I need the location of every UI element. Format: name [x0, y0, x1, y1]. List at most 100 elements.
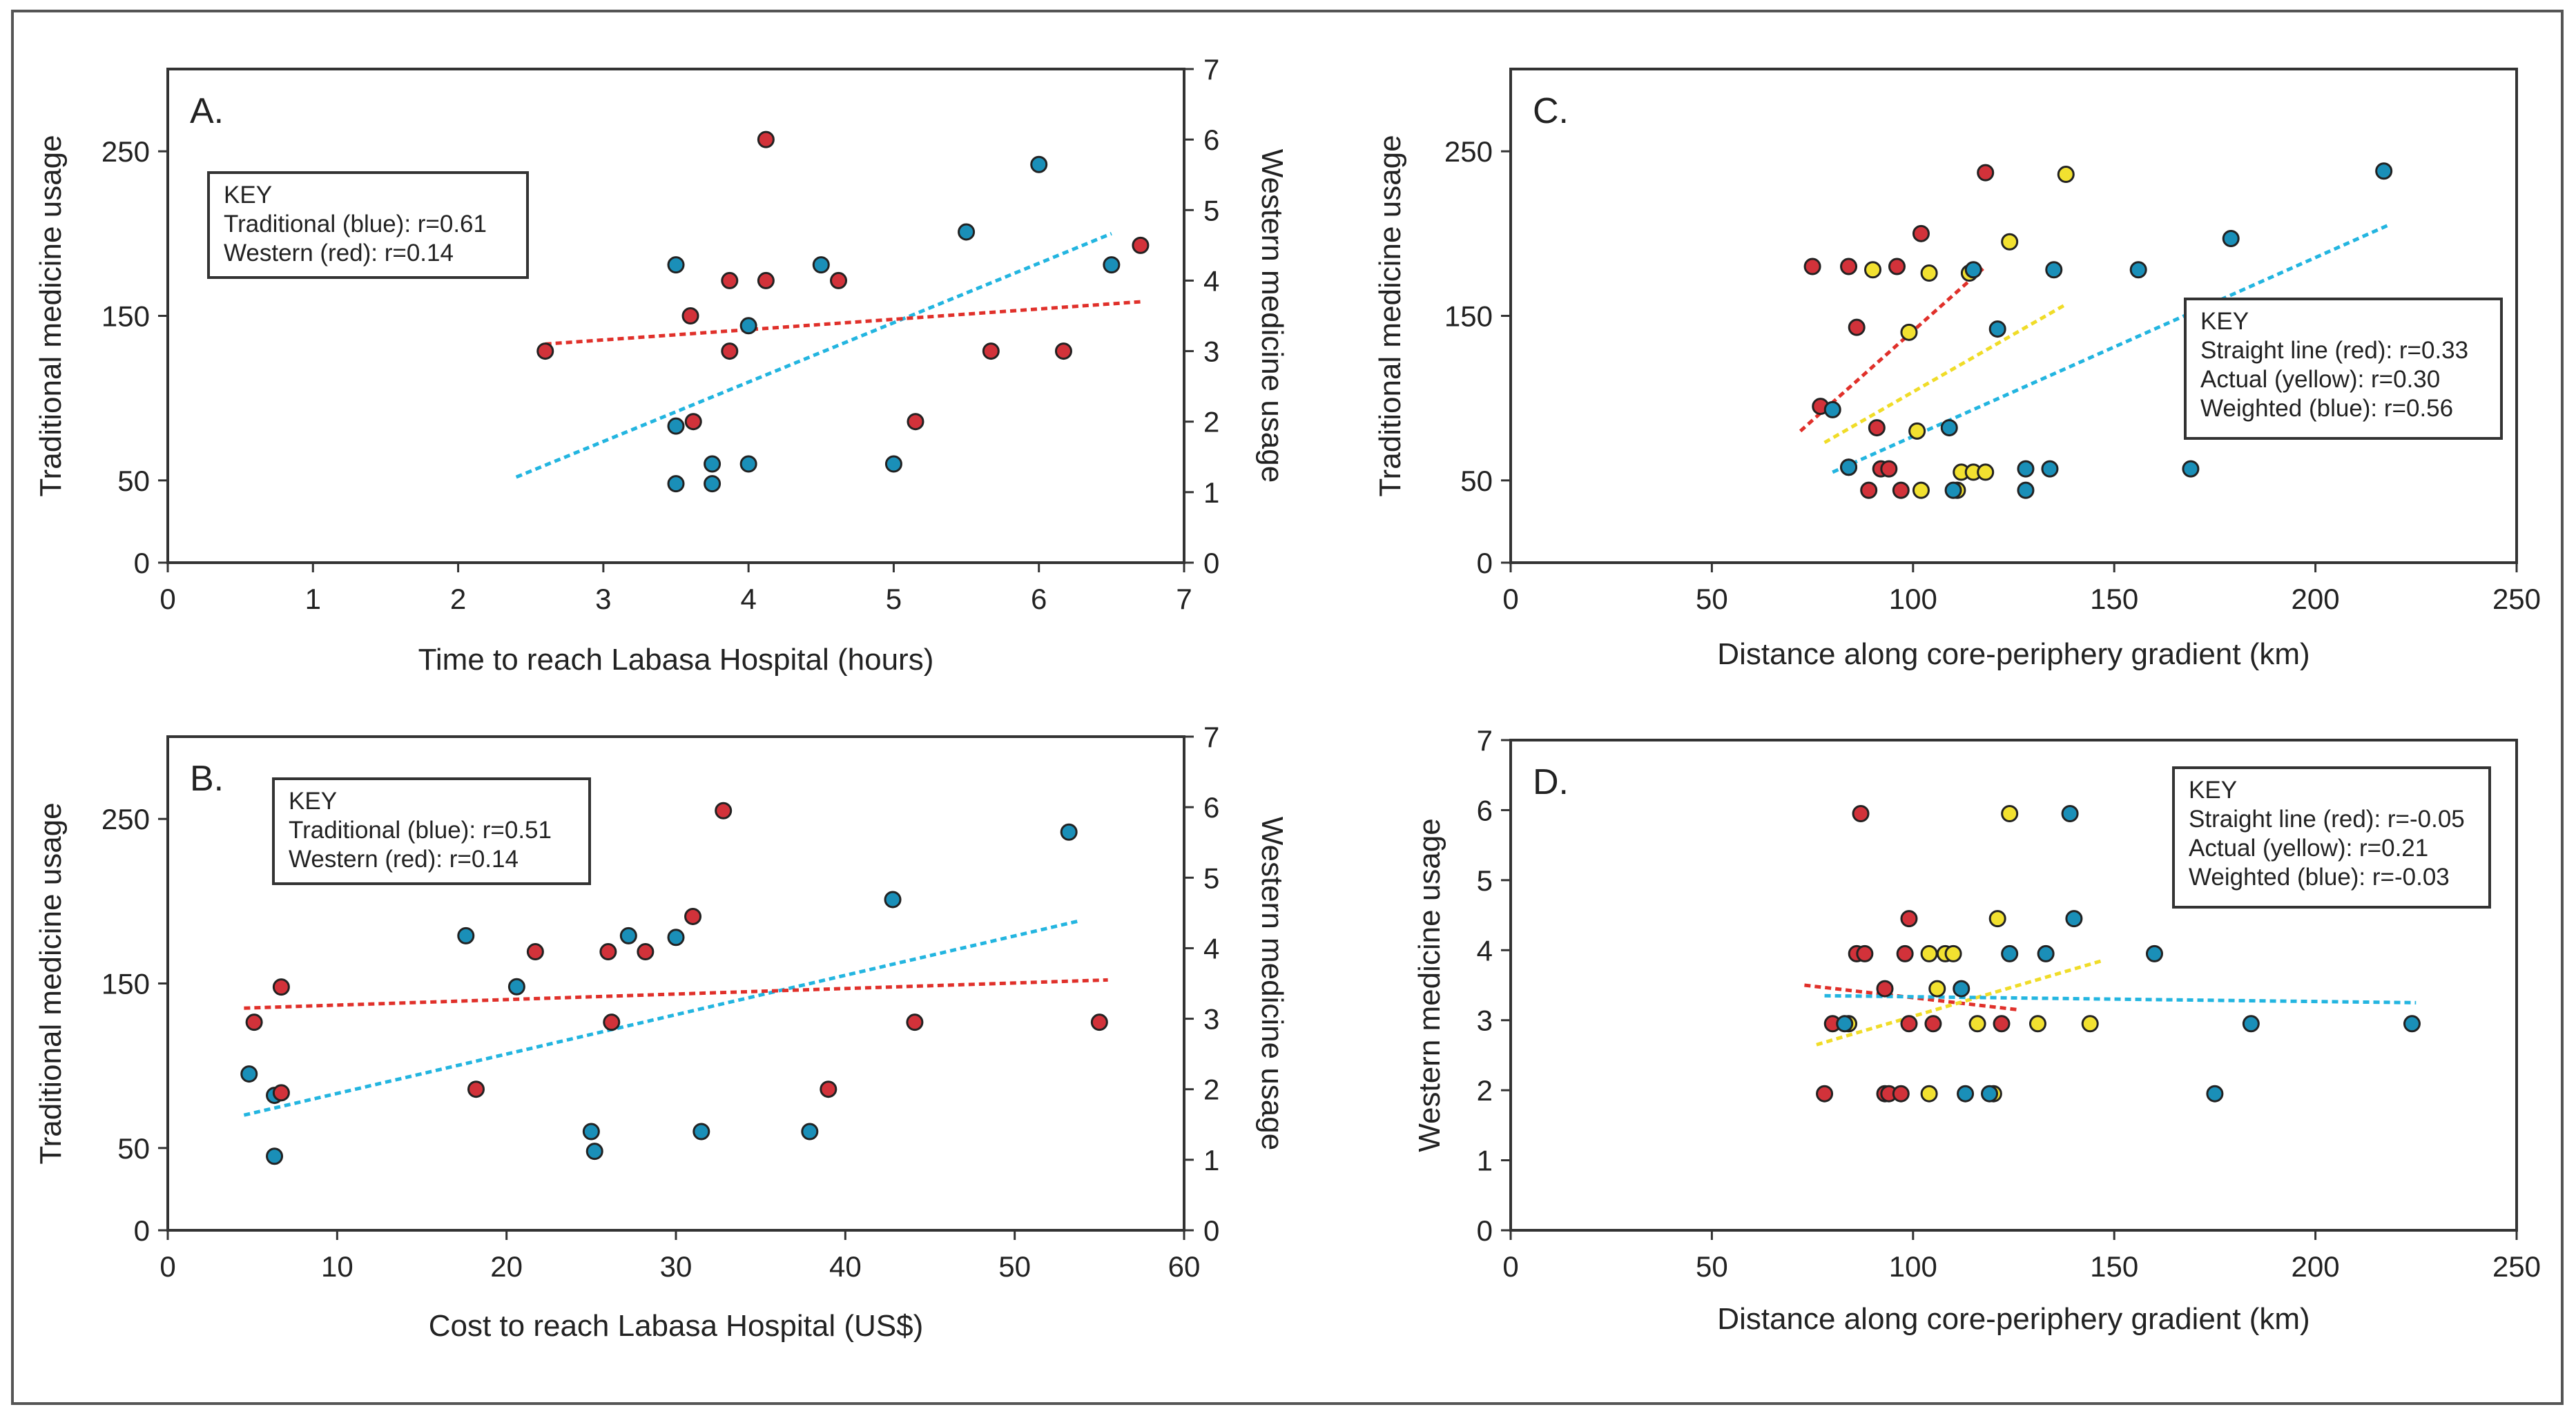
y-tick-label: 50: [1460, 465, 1493, 497]
data-point-red: [1132, 236, 1150, 254]
data-point-red: [1896, 944, 1914, 962]
data-point-yellow: [2081, 1015, 2099, 1033]
legend-entry: Western (red): r=0.14: [224, 240, 454, 266]
data-point-red: [820, 1080, 837, 1098]
legend-entry: Traditional (blue): r=0.61: [224, 211, 487, 237]
y-tick-label: 150: [101, 300, 150, 333]
data-point-red: [757, 130, 775, 148]
y2-tick-label: 5: [1203, 862, 1219, 894]
legend-title: KEY: [224, 182, 272, 208]
data-point-red: [1856, 944, 1874, 962]
panel-label: B.: [190, 759, 224, 799]
trend-line-blue: [1832, 224, 2389, 474]
legend-entry: Actual (yellow): r=0.21: [2189, 835, 2428, 862]
data-point-blue: [2145, 944, 2163, 962]
data-point-blue: [2222, 229, 2240, 247]
data-point-blue: [1823, 400, 1841, 418]
y-tick-label: 50: [117, 465, 150, 497]
data-point-blue: [2017, 481, 2035, 499]
data-point-blue: [704, 455, 722, 473]
y-tick-label: 0: [134, 1214, 150, 1247]
x-tick-label: 3: [595, 583, 611, 615]
data-point-yellow: [1920, 264, 1938, 282]
data-point-yellow: [2028, 1015, 2046, 1033]
y2-tick-label: 7: [1203, 721, 1219, 753]
data-point-blue: [2041, 460, 2059, 478]
legend-entry: Actual (yellow): r=0.30: [2200, 366, 2440, 393]
legend-entry: Straight line (red): r=-0.05: [2189, 806, 2465, 833]
data-point-red: [982, 342, 1000, 360]
plot-area: [1509, 739, 2518, 1232]
data-point-blue: [2206, 1085, 2224, 1103]
data-point-red: [1848, 318, 1866, 336]
data-point-red: [599, 943, 617, 961]
y-tick-label: 4: [1477, 934, 1493, 967]
y2-tick-label: 1: [1203, 1144, 1219, 1176]
x-tick-label: 7: [1176, 583, 1192, 615]
data-point-red: [1993, 1015, 2011, 1033]
data-point-yellow: [1977, 463, 1995, 481]
data-point-red: [1912, 224, 1930, 242]
panel-d: 0 50 100 150 200 250 0 1 2 3 4 5 6 7 Distance along co…: [1413, 724, 2541, 1336]
x-axis-title: Distance along core-periphery gradient (…: [1717, 1302, 2309, 1336]
y2-tick-label: 2: [1203, 406, 1219, 438]
data-point-blue: [507, 978, 525, 996]
data-point-blue: [2375, 162, 2393, 180]
data-point-red: [715, 802, 733, 819]
x-tick-label: 100: [1889, 1250, 1937, 1283]
data-point-blue: [812, 256, 830, 274]
data-point-yellow: [1908, 422, 1926, 440]
legend-box: [272, 777, 591, 885]
data-point-blue: [1964, 261, 1982, 279]
y-tick-label: 0: [1477, 1214, 1493, 1247]
legend-entry: Weighted (blue): r=0.56: [2200, 395, 2453, 422]
data-point-red: [721, 342, 739, 360]
data-point-red: [1816, 1085, 1834, 1103]
data-point-blue: [2037, 944, 2055, 962]
data-point-blue: [667, 256, 685, 274]
data-point-red: [637, 943, 655, 961]
data-point-blue: [1953, 980, 1970, 998]
x-axis-title: Cost to reach Labasa Hospital (US$): [429, 1309, 924, 1343]
x-tick-label: 150: [2090, 583, 2138, 615]
data-point-blue: [693, 1123, 710, 1141]
y-tick-label: 250: [101, 135, 150, 168]
data-point-blue: [2065, 910, 2083, 928]
x-tick-label: 200: [2292, 583, 2340, 615]
y2-axis-title: Western medicine usage: [1255, 817, 1289, 1150]
legend-title: KEY: [2189, 777, 2237, 804]
legend-title: KEY: [289, 788, 337, 815]
data-point-red: [467, 1080, 485, 1098]
x-tick-label: 0: [1502, 583, 1518, 615]
y2-tick-label: 2: [1203, 1074, 1219, 1106]
data-point-blue: [582, 1123, 600, 1141]
y-axis-title: Traditional medicine usage: [1373, 135, 1407, 496]
x-axis-title: Distance along core-periphery gradient (…: [1717, 637, 2309, 671]
y-tick-label: 3: [1477, 1005, 1493, 1037]
data-point-blue: [1103, 256, 1121, 274]
data-point-red: [1840, 258, 1858, 275]
data-point-blue: [2017, 460, 2035, 478]
legend-box: [207, 171, 529, 279]
data-point-blue: [1836, 1015, 1854, 1033]
figure-frame: [11, 10, 2564, 1405]
x-tick-label: 250: [2492, 1250, 2541, 1283]
data-point-blue: [884, 455, 902, 473]
data-point-red: [907, 413, 924, 431]
y-tick-label: 150: [1444, 300, 1493, 333]
x-tick-label: 50: [1696, 583, 1728, 615]
y-tick-label: 250: [1444, 135, 1493, 168]
data-point-red: [1868, 419, 1886, 437]
data-point-blue: [2001, 944, 2019, 962]
data-point-yellow: [1920, 944, 1938, 962]
data-point-red: [1876, 980, 1894, 998]
legend-entry: Western (red): r=0.14: [289, 846, 519, 873]
data-point-blue: [2242, 1015, 2260, 1033]
y-axis-title: Traditional medicine usage: [34, 135, 68, 496]
data-point-red: [681, 307, 699, 324]
data-point-yellow: [1920, 1085, 1938, 1103]
y2-tick-label: 0: [1203, 1214, 1219, 1247]
